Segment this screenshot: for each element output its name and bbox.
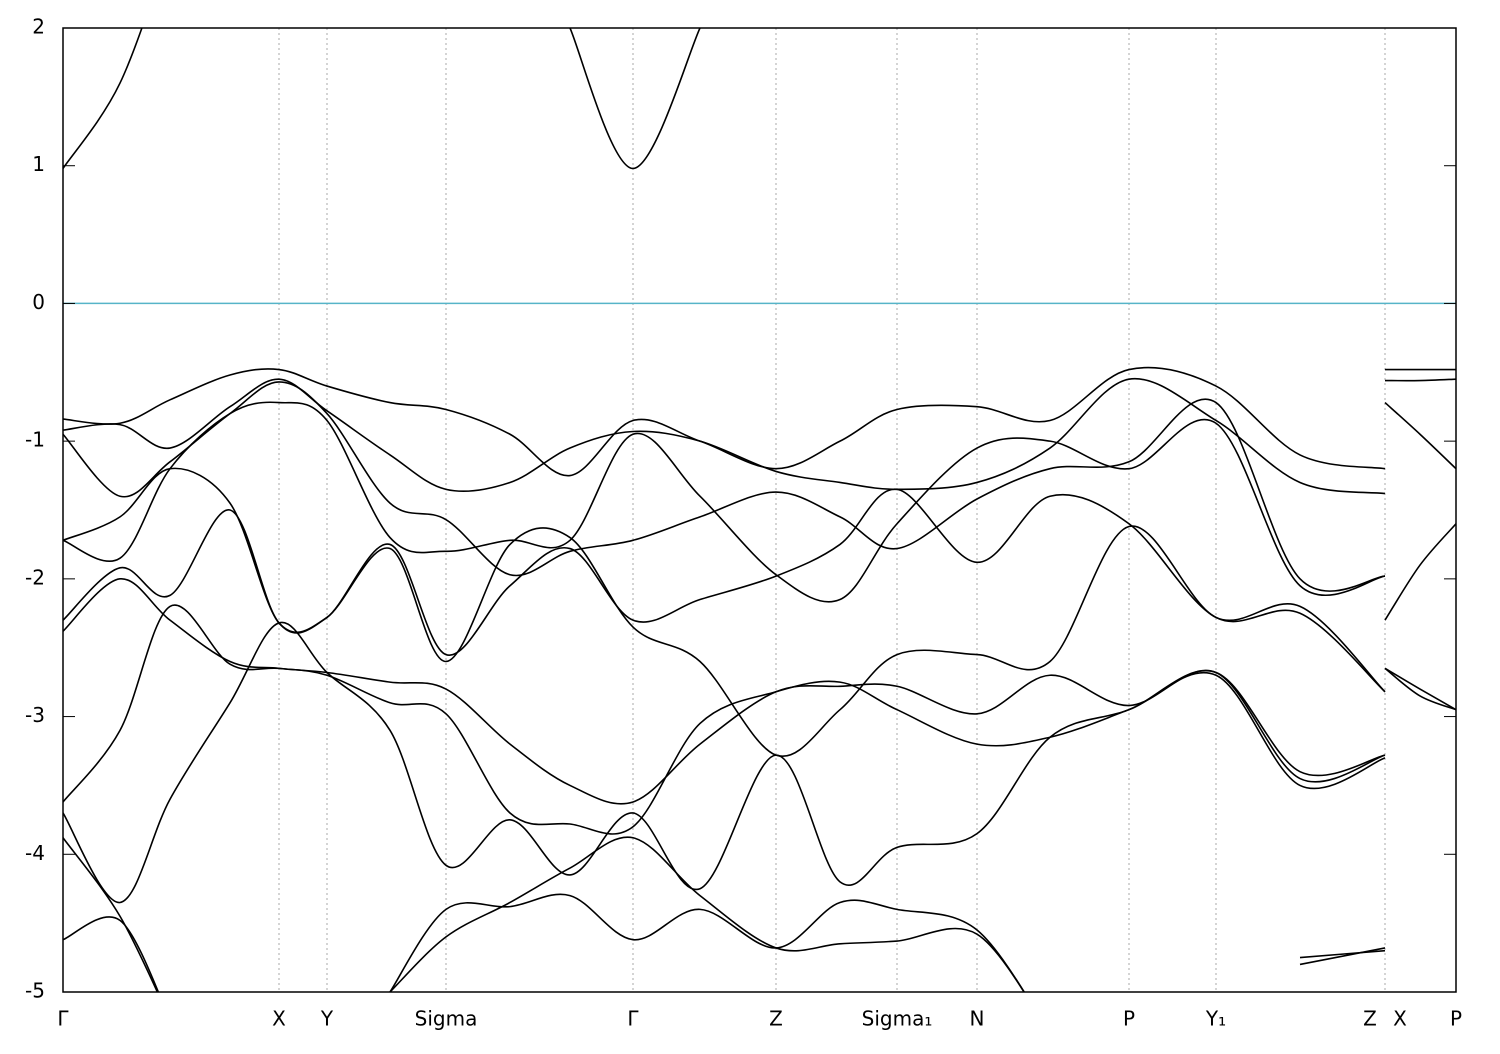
band-line <box>63 836 1386 992</box>
x-tick-label: N <box>970 1007 985 1031</box>
x-tick-label: P <box>1450 1007 1462 1031</box>
x-tick-label: X <box>272 1007 286 1031</box>
band-line <box>63 401 1456 621</box>
x-tick-label: Y₁ <box>1205 1007 1226 1031</box>
y-tick-label: 1 <box>32 152 45 176</box>
band-line <box>63 621 1386 904</box>
x-tick-label: Sigma <box>415 1007 478 1031</box>
y-tick-label: -2 <box>25 565 45 589</box>
band-line <box>63 467 1456 711</box>
band-line <box>63 837 1386 992</box>
y-tick-label: -3 <box>25 703 45 727</box>
band-line <box>63 604 1386 835</box>
y-tick-label: -4 <box>25 841 45 865</box>
plot-frame <box>62 27 1457 993</box>
x-tick-label: Z <box>1363 1007 1377 1031</box>
y-tick-label: -1 <box>25 428 45 452</box>
band-line <box>63 381 1456 592</box>
grid <box>278 28 1386 992</box>
band-line <box>63 377 1456 495</box>
x-tick-label: Γ <box>57 1007 69 1031</box>
x-tick-label: Z <box>769 1007 783 1031</box>
plot-area <box>63 28 1456 992</box>
x-tick-label: Γ <box>627 1007 639 1031</box>
y-tick-label: 0 <box>32 290 45 314</box>
y-tick-label: -5 <box>25 979 45 1003</box>
y-tick-label: 2 <box>32 15 45 39</box>
x-tick-label: Y <box>320 1007 334 1031</box>
x-tick-label: Sigma₁ <box>862 1007 933 1031</box>
band-line <box>63 28 701 170</box>
band-line <box>63 509 1456 758</box>
x-tick-label: X <box>1393 1007 1407 1031</box>
band-line <box>63 366 1456 477</box>
x-tick-label: P <box>1123 1007 1135 1031</box>
